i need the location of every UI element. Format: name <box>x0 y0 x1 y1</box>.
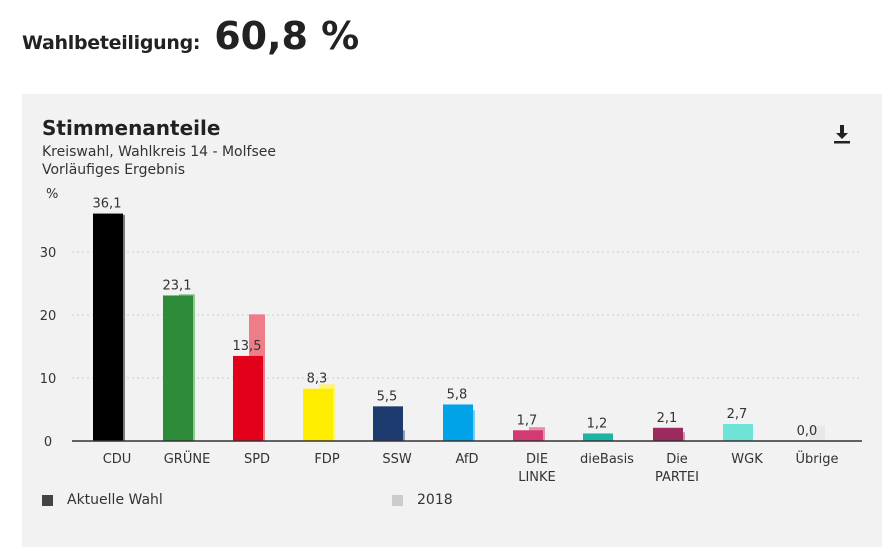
category-label: SPD <box>244 452 270 467</box>
bar-value-label: 2,7 <box>727 407 748 422</box>
category-label: DIE <box>526 452 548 467</box>
bar-current <box>723 423 753 441</box>
chart-subtitle-line1: Kreiswahl, Wahlkreis 14 - Molfsee <box>42 144 276 160</box>
bar-value-label: 0,0 <box>797 424 818 439</box>
chart-subtitle: Kreiswahl, Wahlkreis 14 - Molfsee Vorläu… <box>42 143 276 179</box>
category-label: dieBasis <box>580 452 634 467</box>
bar-current <box>653 427 683 441</box>
bar-value-label: 1,7 <box>517 413 538 428</box>
chart-panel: Stimmenanteile Kreiswahl, Wahlkreis 14 -… <box>22 94 882 547</box>
legend-previous: 2018 <box>392 492 453 508</box>
y-tick-label: 10 <box>40 372 57 387</box>
chart-title: Stimmenanteile <box>42 116 221 140</box>
bar-value-label: 5,5 <box>377 389 398 404</box>
category-label: LINKE <box>518 470 556 485</box>
category-label: GRÜNE <box>164 450 211 467</box>
category-label: SSW <box>382 452 412 467</box>
category-label: FDP <box>314 452 339 467</box>
bar-current <box>233 355 263 441</box>
legend-previous-label: 2018 <box>417 492 453 508</box>
y-tick-label: 20 <box>40 309 57 324</box>
bar-current <box>583 433 613 441</box>
bar-value-label: 23,1 <box>163 278 192 293</box>
bar-value-label: 36,1 <box>93 197 122 212</box>
y-axis-unit-label: % <box>46 187 58 202</box>
bar-current <box>93 213 123 441</box>
bar-current <box>513 430 543 441</box>
legend-previous-swatch <box>392 494 403 506</box>
legend-current: Aktuelle Wahl <box>42 492 163 508</box>
category-label: PARTEI <box>655 470 699 485</box>
legend-current-label: Aktuelle Wahl <box>67 492 163 508</box>
bar-value-label: 5,8 <box>447 387 468 402</box>
bar-current <box>443 404 473 441</box>
bar-current <box>373 406 403 441</box>
category-label: Übrige <box>796 450 839 467</box>
turnout-value: 60,8 % <box>214 14 360 58</box>
turnout-display: Wahlbeteiligung: 60,8 % <box>22 14 359 58</box>
chart-subtitle-line2: Vorläufiges Ergebnis <box>42 162 186 178</box>
bar-current <box>303 388 333 441</box>
bar-value-label: 1,2 <box>587 416 608 431</box>
bar-chart: % 0 10 20 30 36,1 CDU 23,1 GRÜNE 13,5 SPD 8,3 FDP 5,5… <box>40 187 862 485</box>
y-tick-label: 0 <box>44 435 52 450</box>
legend-current-swatch <box>42 494 53 506</box>
category-label: Die <box>666 452 688 467</box>
turnout-label: Wahlbeteiligung: <box>22 32 201 54</box>
bar-2018 <box>809 425 825 441</box>
bar-value-label: 2,1 <box>657 411 678 426</box>
category-label: WGK <box>731 452 763 467</box>
category-label: CDU <box>103 452 132 467</box>
bar-value-label: 8,3 <box>307 372 328 387</box>
download-icon[interactable] <box>830 122 854 146</box>
category-label: AfD <box>455 452 478 467</box>
bar-value-label: 13,5 <box>233 339 262 354</box>
y-tick-label: 30 <box>40 246 57 261</box>
bar-current <box>163 295 193 441</box>
